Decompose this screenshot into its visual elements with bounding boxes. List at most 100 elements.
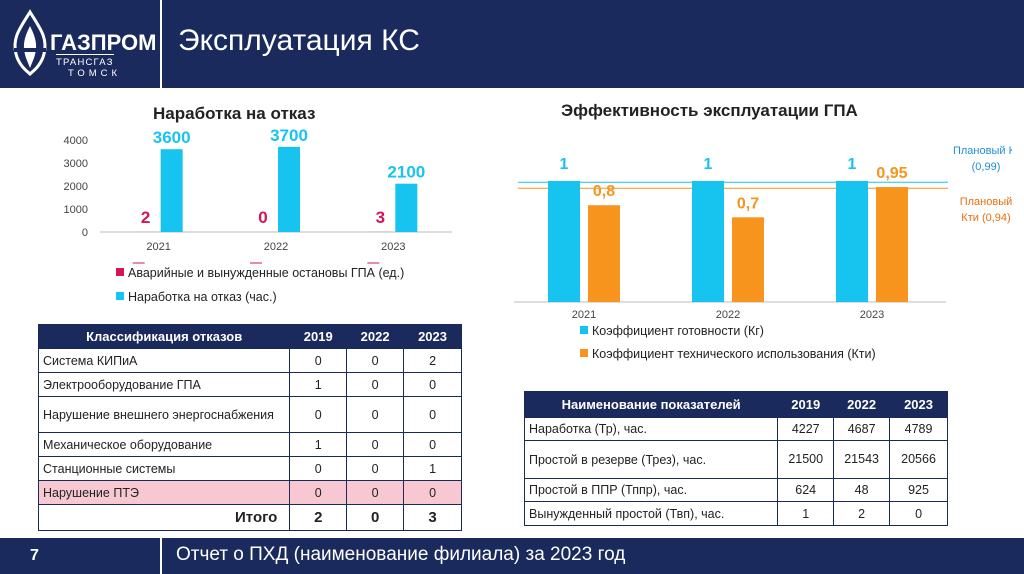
failures-table: Классификация отказов 2019 2022 2023 Сис… <box>37 324 462 531</box>
cell-value: 0 <box>289 396 348 433</box>
kg-bar <box>836 181 868 302</box>
total-value: 0 <box>346 504 405 531</box>
col-header: 2019 <box>777 391 835 418</box>
runtime-bar <box>395 183 418 232</box>
legend-label: Наработка на отказ (час.) <box>128 290 277 304</box>
cell-value: 2 <box>403 348 462 373</box>
table-row: Система КИПиА 0 0 2 <box>37 348 462 373</box>
cell-value: 20566 <box>889 440 948 479</box>
planned-kti-label: Кти (0,94) <box>961 212 1010 224</box>
cell-value: 1 <box>403 456 462 481</box>
logo-text-sub: ТРАНСГАЗ <box>56 54 114 68</box>
table-row: Простой в резерве (Трез), час. 21500 215… <box>523 440 948 479</box>
flame-icon <box>13 9 47 77</box>
kg-data-label: 1 <box>848 156 857 173</box>
x-tick-label: 2023 <box>860 309 884 321</box>
stops-data-label: 2 <box>141 208 150 227</box>
cell-value: 1 <box>777 501 835 526</box>
kti-bar <box>732 217 764 302</box>
header-divider <box>160 0 162 88</box>
cell-value: 48 <box>833 478 891 502</box>
cell-value: 4227 <box>777 417 835 441</box>
footer-divider <box>160 538 162 574</box>
logo-text-city: ТОМСК <box>68 68 122 79</box>
table-row: Нарушение внешнего энергоснабжения 0 0 0 <box>37 396 462 433</box>
gazprom-logo: ГАЗПРОМ ТРАНСГАЗ ТОМСК <box>10 8 156 80</box>
total-label: Итого <box>37 504 291 531</box>
planned-kg-label: (0,99) <box>972 161 1001 173</box>
row-label: Станционные системы <box>37 456 291 481</box>
stops-data-label: 3 <box>376 208 385 227</box>
col-header: 2023 <box>889 391 948 418</box>
table-row: Простой в ППР (Тппр), час. 624 48 925 <box>523 478 948 502</box>
x-tick-label: 2022 <box>264 241 288 253</box>
cell-value: 925 <box>889 478 948 502</box>
crimson-swatch-icon <box>116 268 124 276</box>
cell-value: 0 <box>346 348 405 373</box>
cell-value: 0 <box>346 456 405 481</box>
runtime-bar <box>278 146 300 232</box>
row-label: Система КИПиА <box>37 348 291 373</box>
y-tick-label: 3000 <box>64 158 88 170</box>
kti-bar <box>588 205 620 302</box>
col-header: Наименование показателей <box>523 391 779 418</box>
col-header: 2019 <box>289 324 348 349</box>
cell-value: 0 <box>346 372 405 397</box>
x-tick-label: 2021 <box>572 309 596 321</box>
page-title: Эксплуатация КС <box>178 24 420 57</box>
runtime-data-label: 2100 <box>387 163 425 182</box>
total-value: 3 <box>403 504 462 531</box>
cell-value: 0 <box>346 396 405 433</box>
kti-bar <box>876 187 908 302</box>
kg-data-label: 1 <box>560 156 569 173</box>
orange-swatch-icon <box>580 349 588 357</box>
col-header: Классификация отказов <box>37 324 291 349</box>
table-row: Наработка (Тр), час. 4227 4687 4789 <box>523 417 948 441</box>
stops-data-label: 0 <box>258 208 267 227</box>
kg-data-label: 1 <box>704 156 713 173</box>
y-tick-label: 0 <box>82 227 88 239</box>
cell-value: 0 <box>346 432 405 457</box>
cell-value: 624 <box>777 478 835 502</box>
cell-value: 0 <box>403 396 462 433</box>
row-label: Вынужденный простой (Твп), час. <box>523 501 779 526</box>
right-legend-item-kti: Коэффициент технического использования (… <box>580 347 876 361</box>
runtime-data-label: 3700 <box>270 128 308 145</box>
row-label: Нарушение внешнего энергоснабжения <box>37 396 291 433</box>
cyan-swatch-icon <box>580 326 588 334</box>
cell-value: 0 <box>403 372 462 397</box>
runtime-data-label: 3600 <box>153 128 191 147</box>
legend-label: Коэффициент технического использования (… <box>592 347 876 361</box>
cell-value: 0 <box>289 456 348 481</box>
total-row: Итого 2 0 3 <box>37 504 462 531</box>
cell-value: 1 <box>289 432 348 457</box>
kti-data-label: 0,8 <box>593 183 615 200</box>
cell-value: 0 <box>289 348 348 373</box>
table-row: Электрооборудование ГПА 1 0 0 <box>37 372 462 397</box>
page-number: 7 <box>30 547 39 564</box>
kti-data-label: 0,7 <box>737 195 759 212</box>
kg-bar <box>692 181 724 302</box>
row-label: Нарушение ПТЭ <box>37 480 291 505</box>
runtime-bar <box>160 149 183 232</box>
kti-data-label: 0,95 <box>876 165 907 182</box>
right-chart-title: Эффективность эксплуатации ГПА <box>561 101 858 120</box>
cell-value: 0 <box>346 480 405 505</box>
cell-value: 21500 <box>777 440 835 479</box>
left-chart-title: Наработка на отказ <box>153 104 316 123</box>
row-label: Механическое оборудование <box>37 432 291 457</box>
cell-value: 4789 <box>889 417 948 441</box>
cell-value: 0 <box>889 501 948 526</box>
right-legend-item-kg: Коэффициент готовности (Кг) <box>580 324 764 338</box>
footer-bar: 7 Отчет о ПХД (наименование филиала) за … <box>0 538 1024 574</box>
col-header: 2022 <box>833 391 891 418</box>
row-label: Простой в ППР (Тппр), час. <box>523 478 779 502</box>
table-row: Станционные системы 0 0 1 <box>37 456 462 481</box>
col-header: 2022 <box>346 324 405 349</box>
col-header: 2023 <box>403 324 462 349</box>
table-row: Механическое оборудование 1 0 0 <box>37 432 462 457</box>
logo-text-main: ГАЗПРОМ <box>50 30 157 55</box>
cyan-swatch-icon <box>116 292 124 300</box>
failure-runtime-chart: 0 1000 2000 3000 4000 2 3600 2021 0 3700 2022 3 2100… <box>64 128 452 264</box>
row-label: Простой в резерве (Трез), час. <box>523 440 779 479</box>
